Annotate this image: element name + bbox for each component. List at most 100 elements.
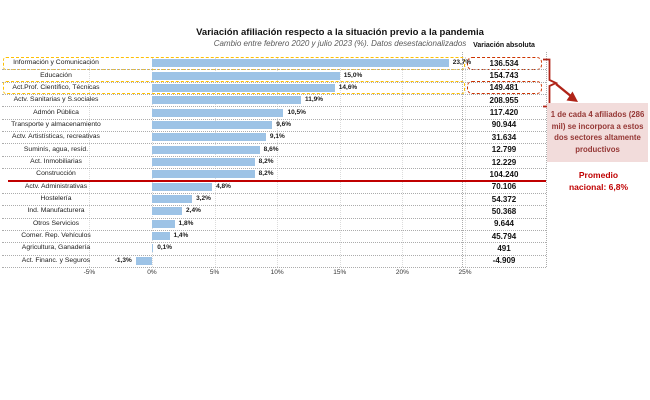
x-axis-tick-label: 15% bbox=[333, 269, 347, 276]
row-separator bbox=[2, 94, 546, 96]
x-axis-tick-label: 10% bbox=[270, 269, 284, 276]
x-gridline bbox=[465, 57, 466, 267]
bar-value-label: 15,0% bbox=[343, 71, 363, 79]
national-average-line bbox=[8, 179, 546, 182]
bar-value-label: 9,6% bbox=[276, 120, 292, 128]
row-separator bbox=[2, 229, 546, 231]
row-separator bbox=[2, 267, 546, 268]
absolute-value: -4.909 bbox=[492, 256, 516, 266]
chart-title: Variación afiliación respecto a la situa… bbox=[196, 27, 484, 38]
category-label: Act. Financ. y Seguros bbox=[21, 256, 91, 264]
annotation-box: 1 de cada 4 afiliados (286 mil) se incor… bbox=[547, 103, 648, 162]
row-separator bbox=[2, 242, 546, 244]
absolute-value: 50.368 bbox=[491, 206, 517, 216]
row-separator bbox=[2, 143, 546, 145]
abs-column-header: Variación absoluta bbox=[473, 42, 535, 49]
absolute-value: 117.420 bbox=[489, 108, 519, 118]
bar bbox=[152, 232, 170, 241]
absolute-value: 9.644 bbox=[493, 219, 515, 229]
x-gridline bbox=[277, 57, 279, 267]
promedio-line1: Promedio bbox=[578, 170, 619, 180]
bar-value-label: 0,1% bbox=[157, 244, 173, 252]
bar bbox=[152, 244, 154, 253]
category-label: Actv. Artistísticas, recreativas bbox=[12, 133, 100, 141]
absolute-value: 70.106 bbox=[491, 182, 517, 192]
absolute-value: 491 bbox=[497, 243, 511, 253]
x-axis-tick-label: 5% bbox=[209, 269, 220, 276]
x-axis-tick-label: 25% bbox=[458, 269, 472, 276]
bar bbox=[152, 108, 284, 117]
absolute-value: 12.799 bbox=[491, 145, 517, 155]
absolute-value: 149.481 bbox=[489, 83, 519, 93]
bar bbox=[152, 195, 193, 204]
bar bbox=[152, 182, 213, 191]
bar-value-label: 10,5% bbox=[287, 108, 306, 116]
highlight-box-red bbox=[467, 81, 542, 95]
category-label: Ind. Manufacturera bbox=[27, 207, 85, 215]
absolute-value: 45.794 bbox=[491, 231, 517, 241]
row-separator bbox=[2, 69, 546, 71]
category-label: Transporte y almacenamiento bbox=[11, 120, 101, 128]
category-label: Act.Prof. Científico, Técnicas bbox=[12, 83, 100, 91]
bar-value-label: 3,2% bbox=[196, 195, 211, 203]
category-label: Actv. Sanitarias y S.sociales bbox=[13, 96, 99, 104]
bar-value-label: 11,9% bbox=[304, 96, 324, 104]
row-separator bbox=[2, 106, 546, 108]
category-label: Suminís, agua, resíd. bbox=[23, 145, 89, 153]
bar bbox=[152, 207, 183, 216]
category-label: Act. Inmobiliarias bbox=[30, 158, 82, 165]
bar bbox=[135, 256, 152, 265]
row-separator bbox=[2, 192, 546, 194]
category-label: Otros Servicios bbox=[32, 219, 80, 227]
bar-value-label: 1,4% bbox=[173, 232, 189, 240]
bar bbox=[152, 133, 266, 142]
x-axis-tick-label: 20% bbox=[395, 269, 409, 276]
category-label: Actv. Administrativas bbox=[24, 182, 88, 190]
bar-value-label: 1,8% bbox=[178, 219, 194, 227]
row-separator bbox=[2, 254, 546, 256]
bar bbox=[152, 145, 260, 154]
bar bbox=[152, 71, 340, 80]
absolute-value: 54.372 bbox=[491, 194, 517, 204]
row-separator bbox=[2, 217, 546, 219]
category-label: Información y Comunicación bbox=[13, 59, 99, 67]
bar-value-label: -1,3% bbox=[114, 256, 132, 264]
x-axis-tick-label: -5% bbox=[83, 269, 96, 276]
absolute-value: 136.534 bbox=[489, 58, 519, 68]
promedio-line2: nacional: 6,8% bbox=[568, 182, 629, 193]
category-label: Construcción bbox=[36, 170, 76, 178]
bar-value-label: 8,2% bbox=[258, 158, 274, 165]
category-label: Comer. Rep. Vehículos bbox=[21, 232, 91, 240]
bar-value-label: 2,4% bbox=[186, 207, 201, 215]
category-label: Hostelería bbox=[40, 195, 72, 203]
x-gridline bbox=[339, 57, 341, 267]
x-axis-tick-label: 0% bbox=[147, 269, 157, 276]
bar bbox=[152, 120, 273, 129]
row-separator bbox=[2, 118, 546, 120]
row-separator bbox=[2, 81, 546, 83]
bar bbox=[152, 158, 255, 166]
abs-column-border bbox=[546, 52, 547, 267]
bar-value-label: 4,8% bbox=[216, 182, 231, 190]
highlight-box-yellow bbox=[3, 56, 465, 70]
absolute-value: 31.634 bbox=[491, 132, 517, 142]
highlight-box-yellow bbox=[3, 81, 465, 95]
arrow-line bbox=[555, 83, 573, 98]
bar-value-label: 23,7% bbox=[452, 59, 472, 67]
x-gridline bbox=[402, 57, 404, 267]
bar bbox=[152, 219, 175, 228]
highlight-box-red bbox=[467, 56, 542, 70]
x-gridline bbox=[89, 57, 91, 267]
category-label: Educación bbox=[40, 71, 72, 79]
category-label: Agricultura, Ganadería bbox=[21, 244, 91, 252]
arrowhead-icon bbox=[566, 91, 578, 102]
row-separator bbox=[2, 205, 546, 207]
bar-value-label: 14,6% bbox=[338, 83, 358, 91]
row-separator bbox=[2, 131, 546, 133]
bar-value-label: 9,1% bbox=[269, 133, 285, 141]
abs-column-border bbox=[462, 52, 463, 267]
bar bbox=[152, 83, 335, 92]
absolute-value: 154.743 bbox=[489, 71, 519, 81]
bar-value-label: 8,2% bbox=[258, 170, 274, 178]
